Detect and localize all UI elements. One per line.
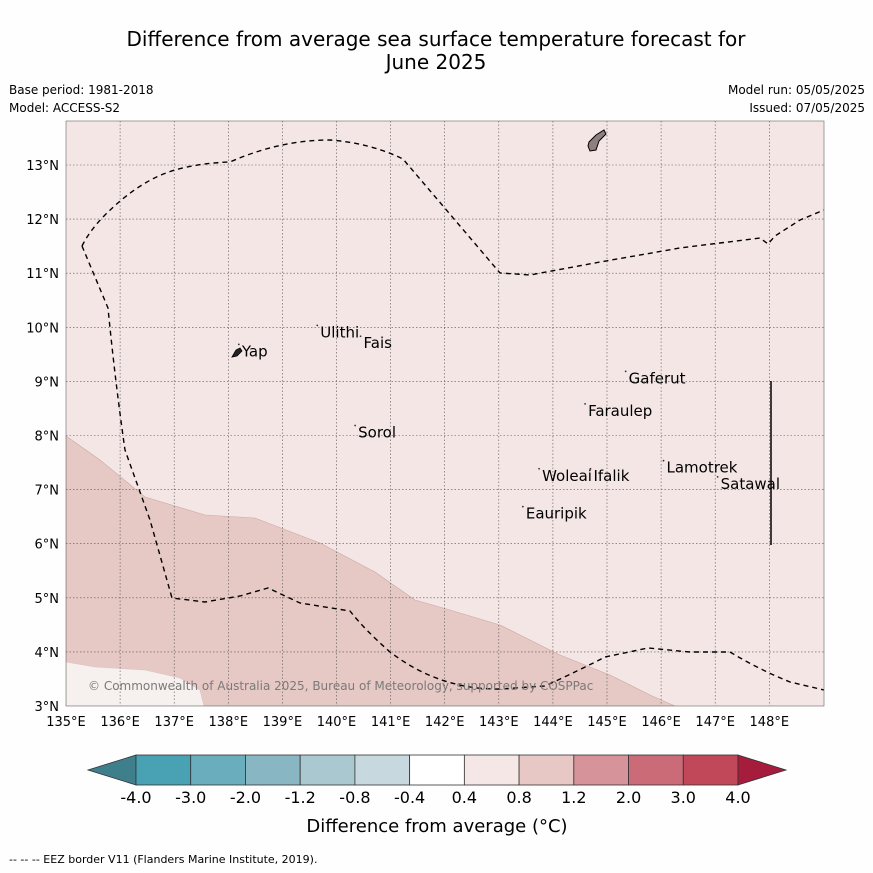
place-label: Yap — [241, 342, 268, 360]
colorbar-segment — [190, 754, 246, 786]
place-label: Sorol — [358, 424, 396, 442]
colorbar-tick-label: -0.4 — [394, 788, 425, 807]
lon-tick-label: 140°E — [317, 715, 357, 730]
lon-tick-label: 138°E — [209, 715, 249, 730]
lon-tick-label: 139°E — [263, 715, 303, 730]
title-line-2: June 2025 — [385, 50, 487, 74]
place-label: Woleai — [542, 467, 592, 485]
place-marker — [359, 335, 362, 338]
meta-right: Model run: 05/05/2025 Issued: 07/05/2025 — [728, 81, 865, 117]
lat-tick-label: 9°N — [35, 375, 60, 390]
lat-tick-label: 4°N — [35, 646, 60, 661]
eez-border-south — [81, 245, 824, 691]
place-marker — [521, 505, 524, 508]
colorbar-segment — [682, 754, 739, 786]
eez-border-west — [81, 139, 824, 276]
anomaly-band-0.8-1.2 — [66, 435, 676, 706]
lat-tick-label: 11°N — [26, 267, 59, 282]
model-name: Model: ACCESS-S2 — [9, 101, 121, 115]
colorbar-tick-label: 2.0 — [616, 788, 641, 807]
colorbar-tick-label: -4.0 — [120, 788, 151, 807]
lon-tick-label: 146°E — [641, 715, 681, 730]
place-marker — [584, 402, 586, 405]
lon-tick-label: 148°E — [750, 715, 790, 730]
place-labels: Yap Ulithi Fais Gaferut Faraulep Sorol Woleai I… — [237, 323, 780, 523]
lon-tick-label: 136°E — [100, 715, 140, 730]
place-label: Eauripik — [526, 505, 587, 523]
colorbar-segment — [573, 754, 629, 786]
colorbar-tick-label: -0.8 — [339, 788, 370, 807]
place-marker — [354, 424, 357, 427]
colorbar-segment — [245, 754, 301, 786]
colorbar-segment — [299, 754, 356, 786]
lat-tick-label: 5°N — [35, 592, 60, 607]
place-label: Lamotrek — [667, 459, 738, 477]
lat-tick-label: 10°N — [26, 321, 59, 336]
colorbar-tick-label: -2.0 — [230, 788, 261, 807]
lon-tick-label: 144°E — [533, 715, 573, 730]
place-label: Faraulep — [588, 402, 652, 420]
colorbar-tick-label: 4.0 — [725, 788, 750, 807]
colorbar-tick-label: 3.0 — [671, 788, 696, 807]
colorbar: -4.0 -3.0 -2.0 -1.2 -0.8 -0.4 0.4 0.8 1.2 2.0 3.0 4… — [86, 754, 788, 807]
colorbar-tick-label: -3.0 — [175, 788, 206, 807]
map-area — [66, 121, 824, 706]
place-label: Gaferut — [629, 369, 686, 387]
place-marker — [624, 370, 627, 373]
colorbar-tick-label: 0.4 — [452, 788, 477, 807]
anomaly-band-0.4-0.8 — [66, 661, 205, 706]
colorbar-segment — [354, 754, 411, 786]
lon-tick-label: 145°E — [587, 715, 627, 730]
place-marker — [662, 459, 665, 462]
place-marker — [589, 467, 592, 470]
colorbar-tick-label: -1.2 — [285, 788, 316, 807]
lon-tick-label: 135°E — [46, 715, 86, 730]
colorbar-segment — [135, 754, 192, 786]
lat-tick-label: 13°N — [26, 159, 59, 174]
place-label: Satawal — [721, 475, 780, 493]
base-period: Base period: 1981-2018 — [9, 83, 154, 97]
place-marker — [716, 475, 719, 478]
issued-date: Issued: 07/05/2025 — [749, 101, 865, 115]
lat-tick-label: 7°N — [35, 484, 60, 499]
place-marker — [316, 324, 319, 327]
yap-island — [231, 347, 243, 358]
lat-tick-label: 6°N — [35, 538, 60, 553]
colorbar-tick-label: 1.2 — [561, 788, 586, 807]
model-run: Model run: 05/05/2025 — [727, 83, 865, 97]
lat-tick-label: 8°N — [35, 430, 60, 445]
colorbar-tick-label: 0.8 — [506, 788, 531, 807]
copyright-notice: © Commonwealth of Australia 2025, Bureau… — [88, 679, 593, 693]
colorbar-segment — [409, 754, 465, 786]
guam-island — [587, 129, 607, 152]
lat-tick-label: 12°N — [26, 213, 59, 228]
lon-tick-label: 142°E — [425, 715, 465, 730]
place-marker — [237, 343, 240, 346]
title-line-1: Difference from average sea surface temp… — [126, 27, 746, 51]
colorbar-segment — [518, 754, 575, 786]
place-label: Ulithi — [320, 323, 359, 341]
colorbar-label: Difference from average (°C) — [306, 816, 567, 837]
lon-tick-label: 147°E — [695, 715, 735, 730]
lon-tick-label: 143°E — [479, 715, 519, 730]
graticule — [66, 121, 824, 706]
eez-source-note: -- -- -- EEZ border V11 (Flanders Marine… — [9, 853, 318, 866]
latitude-ticks: 3°N 4°N 5°N 6°N 7°N 8°N 9°N 10°N 11°N 12°N 13°N — [26, 159, 59, 715]
lon-tick-label: 137°E — [154, 715, 194, 730]
place-marker — [538, 467, 540, 470]
colorbar-extend-low — [86, 754, 137, 786]
colorbar-segment — [463, 754, 520, 786]
map-frame — [65, 120, 825, 707]
lat-tick-label: 3°N — [35, 700, 60, 715]
longitude-ticks: 135°E 136°E 137°E 138°E 139°E 140°E 141°E 142°E… — [46, 715, 789, 730]
colorbar-extend-high — [737, 754, 788, 786]
meta-left: Base period: 1981-2018 Model: ACCESS-S2 — [9, 81, 154, 117]
place-label: Fais — [364, 334, 393, 352]
place-label: Ifalik — [593, 467, 629, 485]
lon-tick-label: 141°E — [371, 715, 411, 730]
chart-title: Difference from average sea surface temp… — [86, 28, 786, 74]
colorbar-segment — [628, 754, 684, 786]
